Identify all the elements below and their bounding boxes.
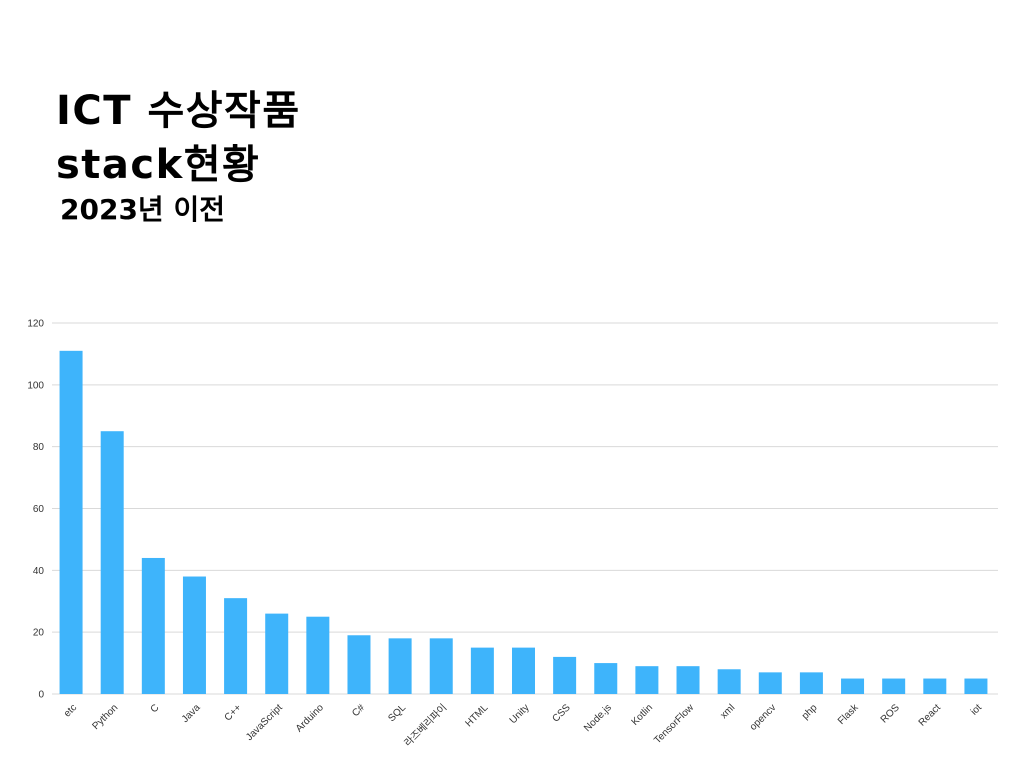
x-category-label: Flask — [836, 702, 861, 727]
bar-11 — [512, 647, 535, 694]
x-category-label: C — [149, 702, 162, 715]
bar-22 — [964, 678, 988, 694]
bar-2 — [141, 557, 165, 694]
bar-10 — [470, 647, 494, 694]
y-axis-ticks: 0 20 40 60 80 100 120 — [27, 319, 44, 701]
bar-0 — [59, 350, 83, 694]
x-category-label: C# — [350, 702, 367, 719]
y-tick-label: 120 — [27, 319, 44, 330]
bars — [59, 350, 988, 694]
x-category-label: Kotlin — [630, 702, 655, 727]
y-tick-label: 80 — [33, 442, 45, 453]
x-axis-labels: etc Python C Java C++ JavaScript Arduino C# SQL라… — [62, 702, 984, 750]
bar-8 — [388, 638, 412, 694]
bar-9 — [429, 638, 453, 694]
x-category-label: HTML — [463, 702, 490, 729]
y-tick-label: 100 — [27, 380, 44, 391]
x-category-label: 라즈베리파이 — [402, 702, 450, 750]
x-category-label: ROS — [879, 702, 902, 725]
bar-19 — [841, 678, 865, 694]
y-tick-label: 0 — [38, 690, 44, 701]
title-line-2: stack현황 — [56, 142, 261, 188]
x-category-label: Arduino — [294, 702, 326, 734]
x-category-label: C++ — [223, 702, 244, 723]
x-category-label: SQL — [386, 702, 408, 724]
y-tick-label: 60 — [33, 504, 45, 515]
x-category-label: Java — [180, 702, 203, 725]
bar-6 — [306, 616, 330, 694]
bar-15 — [676, 666, 700, 694]
x-category-label: TensorFlow — [652, 702, 696, 746]
bar-14 — [635, 666, 659, 694]
bar-18 — [799, 672, 823, 694]
x-category-label: xml — [718, 702, 737, 721]
bar-13 — [594, 663, 618, 694]
x-category-label: CSS — [550, 702, 573, 725]
bar-12 — [553, 656, 577, 694]
x-category-label: Node.js — [582, 702, 614, 734]
x-category-label: etc — [62, 702, 79, 719]
grid-layer — [52, 322, 998, 695]
bar-21 — [923, 678, 947, 694]
x-category-label: Unity — [508, 702, 532, 726]
x-category-label: iot — [969, 702, 984, 717]
x-category-label: React — [917, 702, 943, 728]
bar-16 — [717, 669, 741, 694]
bar-7 — [347, 635, 371, 694]
bar-4 — [224, 598, 248, 694]
bar-1 — [100, 431, 124, 694]
x-category-label: Python — [91, 702, 121, 732]
bar-17 — [758, 672, 782, 694]
bar-3 — [182, 576, 206, 694]
x-category-label: php — [800, 702, 820, 722]
y-tick-label: 40 — [33, 566, 45, 577]
title-line-1: ICT 수상작품 — [56, 88, 301, 134]
bar-chart: 0 20 40 60 80 100 120 etc Python C Java C++ JavaScr… — [27, 319, 998, 750]
page-title: ICT 수상작품 stack현황 — [56, 84, 301, 192]
bar-20 — [882, 678, 906, 694]
page-subtitle: 2023년 이전 — [60, 193, 225, 226]
x-category-label: opencv — [748, 702, 779, 733]
bar-5 — [265, 613, 289, 694]
y-tick-label: 20 — [33, 628, 45, 639]
x-category-label: JavaScript — [244, 702, 285, 743]
